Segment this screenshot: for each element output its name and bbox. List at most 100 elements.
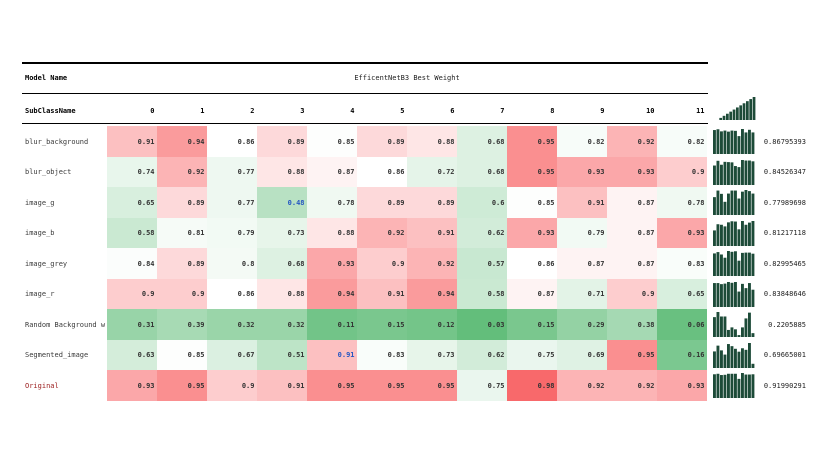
heatmap-cell: 0.89 — [157, 187, 207, 218]
heatmap-cell: 0.12 — [407, 309, 457, 340]
sparkline-bar — [744, 318, 748, 337]
sparkline-bar — [720, 283, 723, 307]
heatmap-cell: 0.03 — [457, 309, 507, 340]
sparkline-bar — [716, 190, 720, 215]
row-label: image_g — [25, 198, 55, 207]
row-sparkline — [713, 312, 755, 337]
row-sparkline — [713, 129, 755, 154]
row-score: 0.81217118 — [763, 229, 806, 237]
heatmap-cell: 0.86 — [507, 248, 557, 279]
sparkline-bar — [752, 97, 756, 120]
heatmap-cell: 0.9 — [107, 278, 157, 310]
sparkline-bar — [741, 347, 744, 368]
sparkline-bar — [737, 378, 741, 398]
sparkline-bar — [723, 283, 727, 307]
heatmap-cell: 0.91 — [307, 339, 357, 371]
heatmap-cell: 0.73 — [257, 217, 307, 249]
sparkline-bar — [730, 220, 734, 246]
sparkline-bar — [732, 109, 736, 120]
heatmap-cell: 0.95 — [607, 339, 657, 371]
heatmap-cell: 0.32 — [207, 309, 257, 340]
heatmap-cell: 0.71 — [557, 278, 607, 310]
sparkline-bar — [730, 130, 734, 154]
sparkline-bar — [751, 253, 755, 276]
sparkline-bar — [748, 374, 751, 398]
column-group-label: EfficentNetB3 Best Weight — [354, 74, 460, 82]
heatmap-cell: 0.74 — [107, 156, 157, 188]
heatmap-cell: 0.72 — [407, 156, 457, 188]
row-sparkline — [713, 342, 755, 368]
heatmap-cell: 0.93 — [307, 248, 357, 279]
sparkline-bar — [737, 136, 741, 154]
sparkline-bar — [723, 257, 727, 276]
sparkline-bar — [727, 343, 730, 368]
heatmap-cell: 0.77 — [207, 156, 257, 188]
sparkline-bar — [723, 354, 727, 368]
sparkline-bar — [751, 363, 755, 368]
sparkline-bar — [713, 282, 716, 307]
row-label: blur_background — [25, 137, 89, 146]
sparkline-bar — [736, 107, 739, 120]
column-header: 1 — [200, 107, 205, 115]
heatmap-cell: 0.67 — [207, 339, 257, 371]
row-score: 0.82995465 — [763, 259, 806, 268]
sparkline-bar — [727, 329, 730, 337]
sparkline-bar — [737, 291, 741, 307]
sparkline-bar — [716, 129, 720, 154]
sparkline-bar — [751, 132, 755, 154]
heatmap-cell: 0.87 — [307, 156, 357, 188]
heatmap-cell: 0.9 — [607, 278, 657, 310]
heatmap-cell: 0.92 — [557, 370, 607, 401]
sparkline-bar — [713, 350, 716, 368]
sparkline-bar — [734, 348, 737, 368]
heatmap-cell: 0.94 — [307, 278, 357, 310]
column-header: 6 — [450, 107, 455, 115]
sparkline-bar — [716, 282, 720, 307]
table-top-rule — [22, 62, 708, 64]
sparkline-bar — [729, 111, 733, 120]
sparkline-bar — [744, 160, 748, 185]
row-label: Segmented_image — [25, 351, 89, 359]
sparkline-bar — [737, 351, 741, 368]
heatmap-cell: 0.58 — [107, 217, 157, 249]
sparkline-bar — [720, 164, 723, 185]
heatmap-cell: 0.89 — [157, 248, 207, 279]
heatmap-cell: 0.92 — [357, 217, 407, 249]
row-label: Original — [25, 381, 59, 390]
sparkline-bar — [727, 373, 730, 398]
heatmap-cell: 0.91 — [357, 278, 407, 310]
heatmap-cell: 0.95 — [157, 370, 207, 401]
sparkline-bar — [744, 287, 748, 307]
row-sparkline — [713, 281, 755, 307]
heatmap-cell: 0.15 — [507, 309, 557, 340]
heatmap-cell: 0.79 — [557, 217, 607, 249]
sparkline-bar — [719, 117, 723, 120]
heatmap-cell: 0.88 — [407, 126, 457, 157]
heatmap-cell: 0.31 — [107, 309, 157, 340]
heatmap-cell: 0.98 — [507, 370, 557, 401]
sparkline-bar — [716, 345, 720, 368]
heatmap-cell: 0.48 — [257, 187, 307, 218]
sparkline-bar — [748, 222, 751, 246]
sparkline-bar — [720, 375, 723, 398]
sparkline-bar — [744, 374, 748, 398]
heatmap-cell: 0.65 — [657, 278, 707, 310]
heatmap-cell: 0.95 — [507, 156, 557, 188]
column-header: 11 — [696, 107, 705, 115]
sparkline-bar — [737, 260, 741, 276]
heatmap-cell: 0.68 — [457, 156, 507, 188]
heatmap-cell: 0.11 — [307, 309, 357, 340]
heatmap-cell: 0.86 — [207, 126, 257, 157]
sparkline-bar — [734, 130, 737, 154]
sparkline-bar — [726, 113, 729, 120]
heatmap-cell: 0.29 — [557, 309, 607, 340]
sparkline-bar — [713, 197, 716, 215]
heatmap-cell: 0.73 — [407, 339, 457, 371]
sparkline-bar — [720, 193, 723, 215]
sparkline-bar — [744, 224, 748, 246]
row-label: image_r — [25, 290, 55, 298]
sparkline-bar — [741, 327, 744, 337]
subclass-name-header: SubClassName — [25, 107, 76, 115]
row-label: blur_object — [25, 168, 72, 176]
sparkline-bar — [720, 349, 723, 368]
